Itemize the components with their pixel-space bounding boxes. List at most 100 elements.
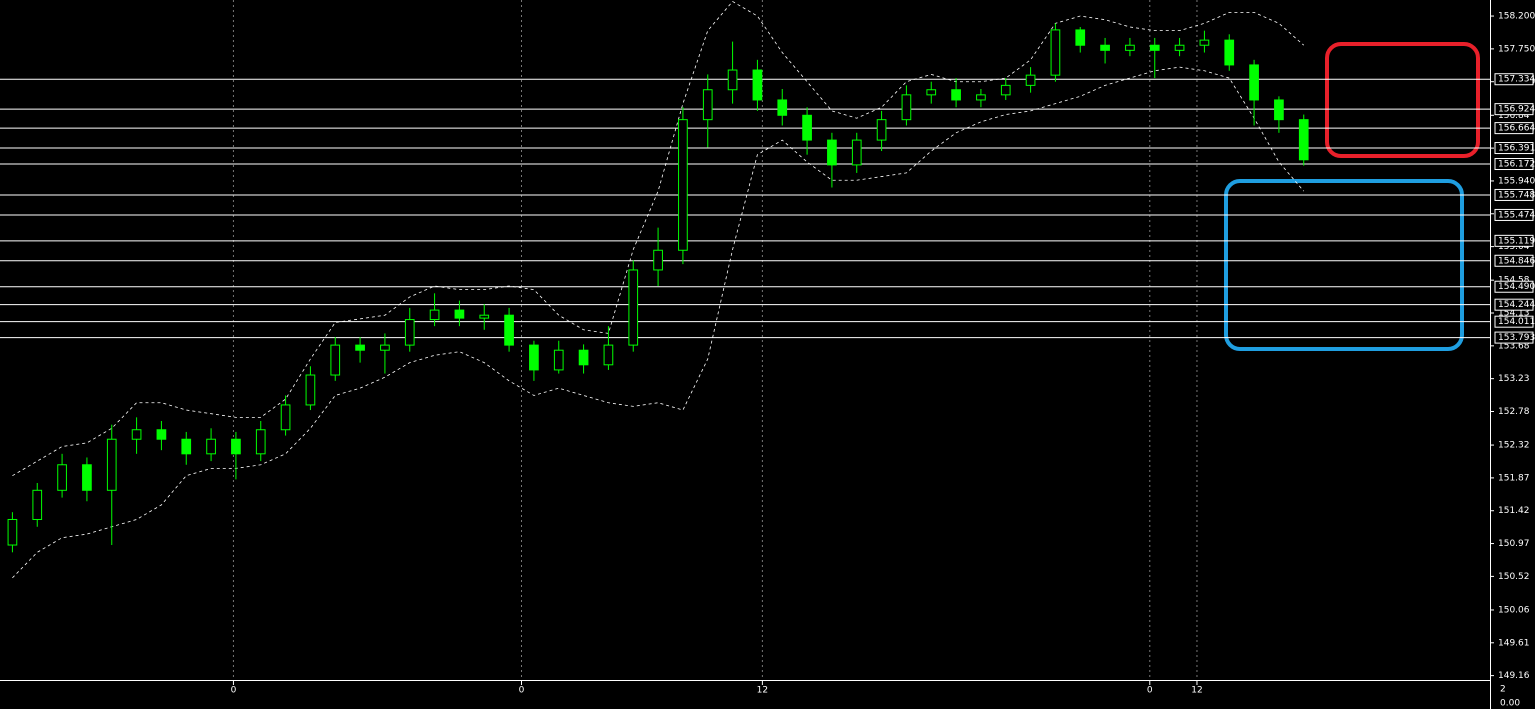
subwindow-label: 0.00 (1500, 699, 1520, 709)
candle-body (1000, 84, 1011, 96)
level-label-box (1494, 188, 1534, 201)
candle-body (926, 89, 937, 96)
level-label-box (1494, 158, 1534, 171)
y-tick-label: 149.61 (1498, 638, 1530, 648)
y-tick-label: 150.06 (1498, 605, 1530, 615)
candle-body (156, 429, 167, 440)
candle-body (305, 374, 316, 406)
level-label: 157.334 (1498, 75, 1535, 85)
candle-body (181, 438, 192, 455)
level-label-box (1494, 331, 1534, 344)
level-label-box (1494, 208, 1534, 221)
y-tick-label: 154.13 (1498, 309, 1530, 319)
candle-body (653, 249, 663, 271)
candle-body (32, 489, 43, 520)
level-label: 154.846 (1498, 256, 1535, 266)
level-label-box (1494, 122, 1534, 135)
level-label: 154.011 (1498, 317, 1535, 327)
candle-body (851, 139, 862, 166)
candle-body (429, 309, 440, 321)
level-label-box (1494, 315, 1534, 328)
y-tick-label: 155.940 (1498, 176, 1535, 186)
candle-body (777, 99, 788, 116)
candle-body (951, 89, 961, 101)
y-tick-label: 156.84 (1498, 111, 1530, 121)
x-tick-label: 0 (519, 686, 525, 696)
level-label: 153.793 (1498, 333, 1535, 343)
candle-body (727, 69, 738, 91)
candle-body (1298, 119, 1309, 161)
level-label-box (1494, 73, 1534, 86)
level-label: 156.924 (1498, 105, 1535, 115)
candle-body (1274, 99, 1284, 121)
candle-body (1100, 44, 1110, 51)
candle-body (1224, 39, 1235, 66)
red-box (1325, 42, 1480, 158)
level-label: 155.119 (1498, 236, 1535, 246)
x-tick-label: 0 (1147, 686, 1153, 696)
y-tick-label: 151.87 (1498, 473, 1530, 483)
candle-body (1125, 44, 1135, 51)
x-tick-label: 12 (757, 686, 768, 696)
x-tick-label: 12 (1191, 686, 1202, 696)
candle-body (1174, 44, 1185, 51)
y-tick-label: 155.04 (1498, 242, 1530, 252)
y-tick-label: 152.32 (1498, 441, 1530, 451)
candle-body (628, 269, 639, 346)
y-tick-label: 154.58 (1498, 276, 1530, 286)
subwindow-label: 2 (1500, 685, 1506, 695)
level-label-box (1494, 254, 1534, 267)
candle-body (802, 114, 812, 141)
candle-body (578, 349, 589, 366)
candle-body (603, 344, 614, 366)
bollinger-band (12, 66, 1305, 579)
candle-body (504, 314, 514, 346)
candle-body (404, 319, 415, 346)
blue-box (1224, 179, 1464, 351)
candle-body (106, 438, 117, 491)
candle-body (553, 349, 564, 371)
candle-body (1249, 64, 1259, 101)
candle-body (280, 404, 291, 431)
candle-body (702, 89, 713, 121)
candle-body (529, 344, 539, 371)
y-tick-label: 158.200 (1498, 12, 1535, 22)
level-label-box (1494, 298, 1534, 311)
x-tick-label: 0 (231, 686, 237, 696)
candle-body (1025, 74, 1036, 86)
candle-body (131, 429, 142, 440)
level-label-box (1494, 142, 1534, 155)
candle-body (901, 94, 912, 121)
level-label-box (1494, 234, 1534, 247)
level-label: 156.391 (1498, 144, 1535, 154)
candle-body (1199, 39, 1210, 46)
candle-body (479, 314, 490, 319)
candle-body (7, 518, 18, 546)
level-label-box (1494, 280, 1534, 293)
y-tick-label: 153.68 (1498, 341, 1530, 351)
candle-body (454, 309, 465, 319)
candle-body (355, 344, 365, 351)
level-label: 155.748 (1498, 190, 1535, 200)
y-tick-label: 152.78 (1498, 407, 1530, 417)
level-label: 155.474 (1498, 210, 1535, 220)
y-tick-label: 151.42 (1498, 506, 1530, 516)
candle-body (231, 438, 241, 455)
candle-body (1149, 44, 1160, 51)
level-label: 154.244 (1498, 300, 1535, 310)
candle-body (827, 139, 837, 166)
y-tick-label: 150.52 (1498, 572, 1530, 582)
level-label: 154.490 (1498, 282, 1535, 292)
candle-body (976, 94, 986, 101)
level-label: 156.172 (1498, 160, 1535, 170)
candle-body (678, 119, 688, 251)
level-label-box (1494, 103, 1534, 116)
candle-body (876, 119, 887, 141)
candle-body (255, 429, 266, 455)
candle-body (57, 464, 67, 491)
y-tick-label: 157.750 (1498, 44, 1535, 54)
level-label: 156.664 (1498, 124, 1535, 134)
